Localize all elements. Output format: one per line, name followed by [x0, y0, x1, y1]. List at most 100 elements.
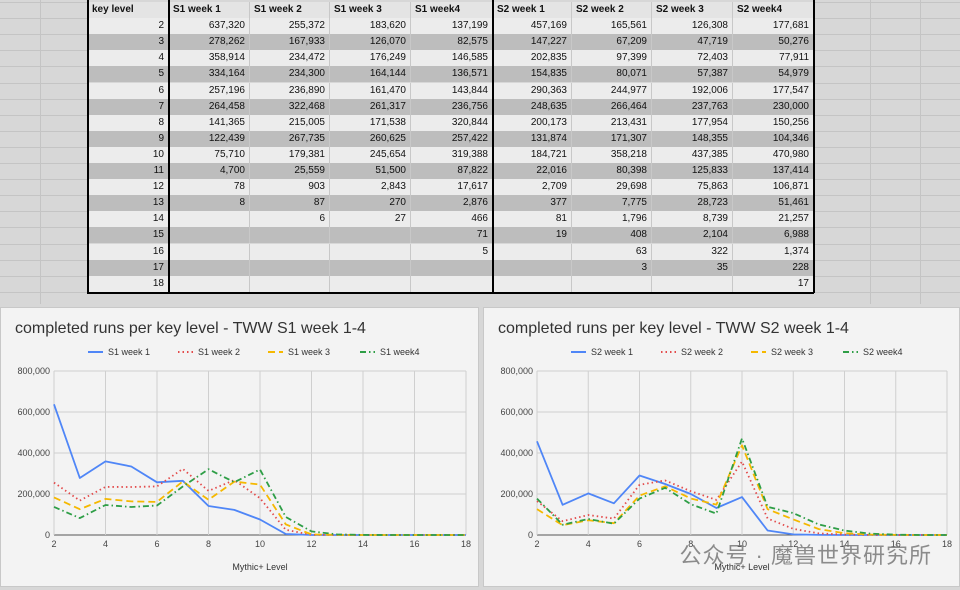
table-cell[interactable]: 257,422 [411, 130, 493, 147]
table-cell[interactable]: 7,775 [572, 195, 652, 212]
table-cell[interactable]: 202,835 [493, 50, 572, 67]
table-cell[interactable]: 2,876 [411, 195, 493, 212]
table-cell[interactable]: 35 [652, 259, 733, 276]
table-cell[interactable]: 228 [733, 259, 814, 276]
table-cell[interactable] [411, 259, 493, 276]
table-cell[interactable]: 457,169 [493, 18, 572, 35]
table-cell[interactable]: 200,173 [493, 114, 572, 131]
table-cell[interactable]: 236,890 [250, 82, 330, 99]
table-cell[interactable]: 126,070 [330, 34, 411, 51]
table-cell[interactable]: 17 [88, 259, 169, 276]
table-cell[interactable]: 322 [652, 243, 733, 260]
table-header-cell[interactable]: S1 week 2 [250, 2, 330, 19]
table-cell[interactable]: 319,388 [411, 146, 493, 163]
table-cell[interactable] [330, 275, 411, 292]
table-cell[interactable]: 290,363 [493, 82, 572, 99]
table-cell[interactable]: 27 [330, 211, 411, 228]
table-cell[interactable]: 8 [88, 114, 169, 131]
table-cell[interactable] [330, 259, 411, 276]
table-cell[interactable]: 245,654 [330, 146, 411, 163]
table-cell[interactable]: 6 [88, 82, 169, 99]
table-cell[interactable]: 19 [493, 227, 572, 244]
table-cell[interactable]: 1,796 [572, 211, 652, 228]
table-cell[interactable]: 78 [169, 179, 250, 196]
table-cell[interactable]: 903 [250, 179, 330, 196]
table-cell[interactable]: 13 [88, 195, 169, 212]
table-cell[interactable]: 377 [493, 195, 572, 212]
table-cell[interactable]: 131,874 [493, 130, 572, 147]
table-cell[interactable]: 81 [493, 211, 572, 228]
table-cell[interactable]: 322,468 [250, 98, 330, 115]
table-cell[interactable]: 22,016 [493, 163, 572, 180]
chart-s2[interactable]: completed runs per key level - TWW S2 we… [483, 307, 960, 587]
table-cell[interactable]: 184,721 [493, 146, 572, 163]
table-cell[interactable] [652, 275, 733, 292]
table-cell[interactable]: 87,822 [411, 163, 493, 180]
table-cell[interactable]: 21,257 [733, 211, 814, 228]
table-cell[interactable]: 136,571 [411, 66, 493, 83]
table-header-cell[interactable]: S2 week 1 [493, 2, 572, 19]
table-cell[interactable]: 437,385 [652, 146, 733, 163]
table-cell[interactable]: 71 [411, 227, 493, 244]
table-cell[interactable]: 143,844 [411, 82, 493, 99]
table-header-cell[interactable]: S2 week4 [733, 2, 814, 19]
table-cell[interactable]: 179,381 [250, 146, 330, 163]
table-cell[interactable]: 466 [411, 211, 493, 228]
table-cell[interactable]: 171,538 [330, 114, 411, 131]
table-cell[interactable]: 261,317 [330, 98, 411, 115]
table-cell[interactable] [169, 227, 250, 244]
table-cell[interactable]: 122,439 [169, 130, 250, 147]
table-header-cell[interactable]: S2 week 3 [652, 2, 733, 19]
table-cell[interactable]: 10 [88, 146, 169, 163]
spreadsheet-area[interactable]: key level S1 week 1 S1 week 2 S1 week 3 S1 w… [0, 0, 960, 306]
table-cell[interactable]: 16 [88, 243, 169, 260]
table-cell[interactable]: 176,249 [330, 50, 411, 67]
table-cell[interactable]: 237,763 [652, 98, 733, 115]
table-cell[interactable]: 2 [88, 18, 169, 35]
table-cell[interactable]: 161,470 [330, 82, 411, 99]
table-cell[interactable] [493, 259, 572, 276]
table-cell[interactable]: 67,209 [572, 34, 652, 51]
table-header-cell[interactable]: S2 week 2 [572, 2, 652, 19]
table-cell[interactable]: 177,681 [733, 18, 814, 35]
table-cell[interactable] [572, 275, 652, 292]
table-cell[interactable]: 264,458 [169, 98, 250, 115]
table-cell[interactable]: 126,308 [652, 18, 733, 35]
table-header-cell[interactable]: S1 week4 [411, 2, 493, 19]
table-cell[interactable]: 147,227 [493, 34, 572, 51]
table-cell[interactable]: 15 [88, 227, 169, 244]
table-header-cell[interactable]: key level [88, 2, 169, 19]
table-cell[interactable]: 6,988 [733, 227, 814, 244]
table-cell[interactable]: 80,071 [572, 66, 652, 83]
table-cell[interactable]: 4 [88, 50, 169, 67]
table-cell[interactable]: 177,954 [652, 114, 733, 131]
table-cell[interactable] [493, 275, 572, 292]
table-cell[interactable]: 28,723 [652, 195, 733, 212]
table-header-cell[interactable]: S1 week 3 [330, 2, 411, 19]
table-cell[interactable] [330, 227, 411, 244]
table-cell[interactable]: 97,399 [572, 50, 652, 67]
table-cell[interactable]: 106,871 [733, 179, 814, 196]
table-cell[interactable]: 80,398 [572, 163, 652, 180]
table-cell[interactable]: 408 [572, 227, 652, 244]
table-cell[interactable] [169, 275, 250, 292]
table-cell[interactable]: 334,164 [169, 66, 250, 83]
table-cell[interactable]: 7 [88, 98, 169, 115]
table-cell[interactable]: 5 [88, 66, 169, 83]
table-cell[interactable] [493, 243, 572, 260]
table-cell[interactable]: 137,414 [733, 163, 814, 180]
table-cell[interactable]: 63 [572, 243, 652, 260]
table-cell[interactable]: 167,933 [250, 34, 330, 51]
table-cell[interactable] [330, 243, 411, 260]
table-cell[interactable]: 8 [169, 195, 250, 212]
table-cell[interactable]: 75,863 [652, 179, 733, 196]
table-cell[interactable]: 320,844 [411, 114, 493, 131]
table-cell[interactable]: 12 [88, 179, 169, 196]
table-cell[interactable]: 1,374 [733, 243, 814, 260]
table-cell[interactable]: 87 [250, 195, 330, 212]
table-cell[interactable]: 260,625 [330, 130, 411, 147]
table-cell[interactable]: 177,547 [733, 82, 814, 99]
table-cell[interactable]: 234,300 [250, 66, 330, 83]
table-cell[interactable]: 248,635 [493, 98, 572, 115]
table-cell[interactable]: 47,719 [652, 34, 733, 51]
